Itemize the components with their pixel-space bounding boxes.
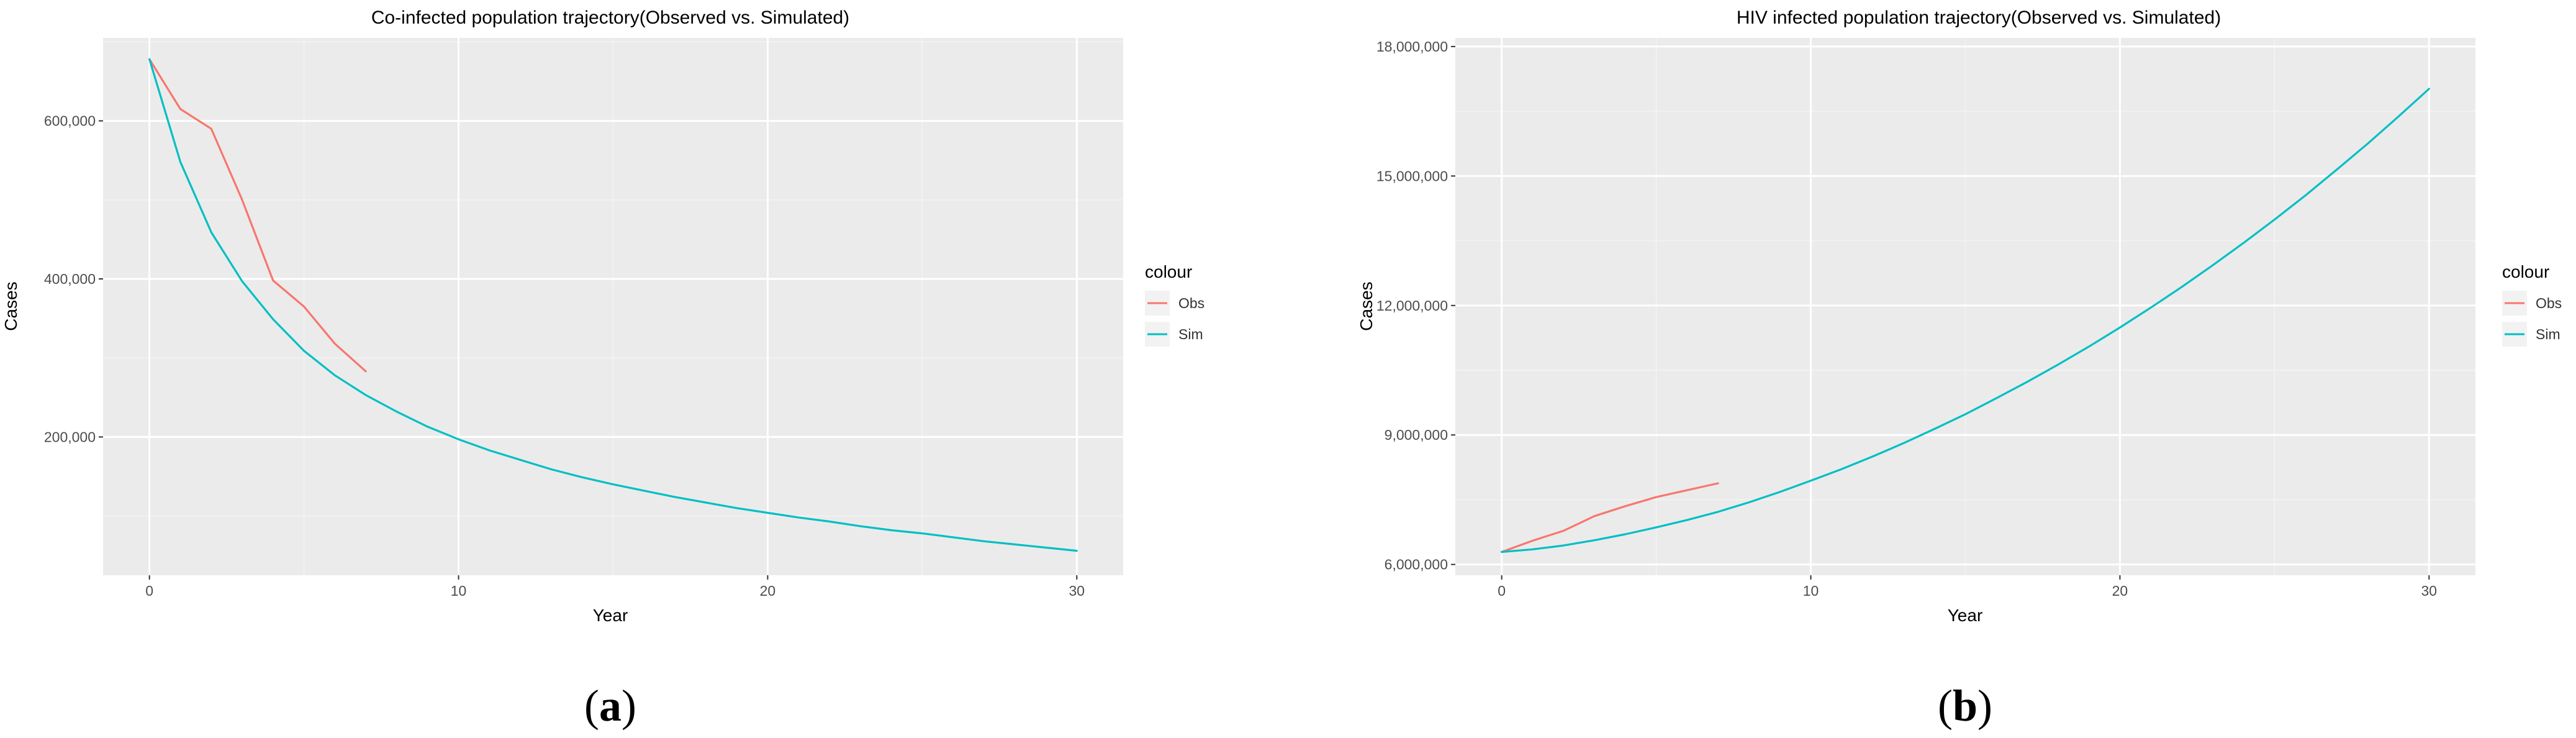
x-tick-label: 30 bbox=[2421, 583, 2438, 599]
chart-b-x-axis-label: Year bbox=[1948, 606, 1983, 625]
y-tick-label: 600,000 bbox=[44, 113, 96, 129]
chart-b-major-grid bbox=[1455, 38, 2475, 575]
x-tick-label: 10 bbox=[1803, 583, 1819, 599]
chart-a-y-axis: 200,000 400,000 600,000 bbox=[44, 113, 103, 445]
panel-label-b-letter: b bbox=[1953, 681, 1977, 731]
panel-label-b: (b) bbox=[1938, 681, 1992, 731]
y-tick-label: 12,000,000 bbox=[1376, 298, 1448, 314]
series-line-obs bbox=[1501, 482, 1719, 554]
chart-a-x-axis: 0 10 20 30 bbox=[145, 575, 1085, 599]
chart-a-major-grid bbox=[103, 38, 1123, 575]
panel-label-a-letter: a bbox=[599, 681, 621, 731]
chart-b-title: HIV infected population trajectory(Obser… bbox=[1737, 7, 2221, 28]
series-line-sim bbox=[1501, 88, 2430, 554]
y-tick-label: 9,000,000 bbox=[1385, 427, 1448, 443]
y-tick-label: 15,000,000 bbox=[1376, 168, 1448, 184]
panel-label-a: (a) bbox=[584, 681, 636, 731]
chart-b-legend-title: colour bbox=[2502, 262, 2549, 281]
chart-b-y-axis: 6,000,000 9,000,000 12,000,000 15,000,000 18… bbox=[1376, 39, 1455, 573]
series-line-sim bbox=[148, 58, 1078, 552]
chart-b-minor-grid bbox=[1455, 38, 2475, 575]
x-tick-label: 0 bbox=[145, 583, 153, 599]
chart-b-legend-sim-label: Sim bbox=[2536, 326, 2560, 342]
chart-a-legend: colour Obs Sim bbox=[1145, 262, 1204, 347]
chart-a-legend-obs-label: Obs bbox=[1178, 295, 1204, 311]
chart-b-x-axis: 0 10 20 30 bbox=[1498, 575, 2437, 599]
chart-a-legend-sim-label: Sim bbox=[1178, 326, 1203, 342]
y-tick-label: 18,000,000 bbox=[1376, 39, 1448, 55]
chart-b-legend-obs-label: Obs bbox=[2536, 295, 2562, 311]
chart-b-legend: colour Obs Sim bbox=[2502, 262, 2562, 347]
chart-a-series bbox=[148, 58, 1078, 552]
x-tick-label: 20 bbox=[760, 583, 776, 599]
x-tick-label: 20 bbox=[2112, 583, 2128, 599]
chart-a-x-axis-label: Year bbox=[593, 606, 628, 625]
panel-b: HIV infected population trajectory(Obser… bbox=[1357, 7, 2562, 625]
x-tick-label: 0 bbox=[1498, 583, 1506, 599]
chart-a-title: Co-infected population trajectory(Observ… bbox=[371, 7, 849, 28]
y-tick-label: 400,000 bbox=[44, 271, 96, 287]
y-tick-label: 6,000,000 bbox=[1385, 557, 1448, 573]
chart-b-series bbox=[1501, 88, 2430, 554]
x-tick-label: 30 bbox=[1069, 583, 1085, 599]
panel-a: Co-infected population trajectory(Observ… bbox=[1, 7, 1204, 625]
chart-a-minor-grid bbox=[103, 38, 1123, 575]
x-tick-label: 10 bbox=[451, 583, 467, 599]
chart-a-legend-title: colour bbox=[1145, 262, 1192, 281]
series-line-obs bbox=[148, 58, 367, 373]
y-tick-label: 200,000 bbox=[44, 429, 96, 445]
chart-a-y-axis-label: Cases bbox=[1, 281, 20, 330]
chart-b-y-axis-label: Cases bbox=[1357, 281, 1376, 330]
